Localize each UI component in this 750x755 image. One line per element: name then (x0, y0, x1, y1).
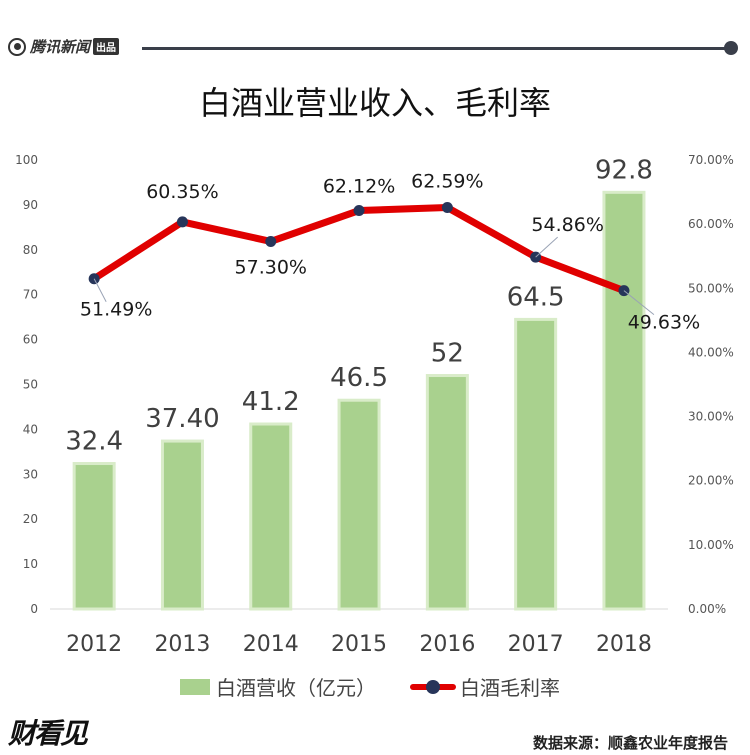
legend: 白酒营收（亿元） 白酒毛利率 (180, 672, 560, 701)
margin-value-label: 62.59% (411, 171, 483, 193)
x-tick-label: 2012 (66, 632, 122, 657)
margin-value-label: 49.63% (628, 312, 700, 334)
tencent-logo-icon (8, 37, 26, 56)
margin-point (441, 202, 453, 214)
margin-point (265, 235, 277, 247)
bar-value-label: 37.40 (145, 404, 219, 434)
margin-value-label: 51.49% (80, 299, 152, 321)
header-divider (142, 47, 727, 50)
y-left-tick-label: 40 (23, 422, 38, 436)
bar (72, 462, 116, 611)
y-left-tick-label: 30 (23, 467, 38, 481)
source-note: 数据来源：顺鑫农业年度报告 (532, 734, 728, 752)
y-right-tick-label: 70.00% (688, 153, 734, 167)
y-left-tick-label: 60 (23, 333, 38, 347)
y-left-tick-label: 100 (15, 153, 38, 167)
x-tick-label: 2016 (419, 632, 475, 657)
brand-logo: 财看见 (8, 717, 88, 750)
y-left-tick-label: 0 (30, 602, 38, 616)
bar (337, 398, 381, 611)
bar-value-label: 92.8 (595, 155, 653, 185)
x-tick-label: 2013 (154, 632, 210, 657)
legend-line-swatch (410, 677, 456, 697)
margin-value-label: 60.35% (146, 181, 218, 203)
margin-label-leader (535, 236, 558, 258)
legend-bar-label: 白酒营收（亿元） (216, 676, 376, 700)
y-left-tick-label: 70 (23, 288, 38, 302)
bar (249, 422, 293, 611)
y-right-tick-label: 10.00% (688, 538, 734, 552)
legend-bar-swatch (180, 678, 210, 695)
y-right-tick-label: 0.00% (688, 602, 726, 616)
bar (514, 317, 558, 611)
y-left-tick-label: 90 (23, 198, 38, 212)
bar-value-label: 32.4 (65, 427, 123, 457)
y-left-tick-label: 80 (23, 243, 38, 257)
y-left-tick-label: 10 (23, 557, 38, 571)
x-tick-label: 2015 (331, 632, 387, 657)
legend-line-label: 白酒毛利率 (460, 676, 560, 700)
y-right-tick-label: 20.00% (688, 474, 734, 488)
tencent-news-logo: 腾讯新闻 出品 (8, 36, 120, 57)
y-right-tick-label: 40.00% (688, 345, 734, 359)
margin-point (176, 216, 188, 228)
chart-title: 白酒业营业收入、毛利率 (198, 84, 551, 122)
bar-value-label: 64.5 (507, 282, 565, 312)
margin-value-label: 54.86% (531, 214, 603, 236)
margin-value-label: 62.12% (323, 176, 395, 198)
bar-value-label: 52 (431, 339, 464, 369)
margin-value-label: 57.30% (235, 256, 307, 278)
logo-badge: 出品 (93, 38, 120, 55)
bar (160, 439, 204, 611)
x-tick-label: 2017 (508, 632, 564, 657)
header: 腾讯新闻 出品 (0, 0, 750, 60)
margin-label-leader (93, 278, 107, 302)
x-tick-label: 2014 (243, 632, 299, 657)
x-tick-label: 2018 (596, 632, 652, 657)
bar-value-label: 46.5 (330, 363, 388, 393)
logo-text: 腾讯新闻 (30, 38, 91, 56)
y-right-tick-label: 30.00% (688, 410, 734, 424)
y-left-tick-label: 20 (23, 512, 38, 526)
bar-value-label: 41.2 (242, 387, 300, 417)
y-right-tick-label: 60.00% (688, 217, 734, 231)
margin-label-leader (623, 290, 655, 316)
header-dot (724, 41, 738, 55)
margin-point (353, 205, 365, 217)
y-left-tick-label: 50 (23, 378, 38, 392)
y-right-tick-label: 50.00% (688, 281, 734, 295)
bar (602, 190, 646, 611)
bar (425, 374, 469, 611)
